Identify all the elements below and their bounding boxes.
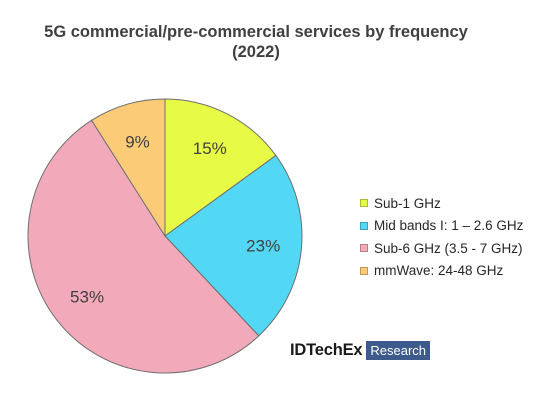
legend-item-mmwave: mmWave: 24-48 GHz [360,260,523,283]
logo-research-tag: Research [366,341,431,360]
pie-slice-sub-1-ghz [164,98,277,237]
legend-swatch-mid-bands [360,221,368,230]
pie-label-sub-1-ghz: 15% [193,139,227,158]
pie-label-mid-bands: 23% [246,236,280,255]
pie-slice-labels: 15% 23% 53% 9% [70,132,280,306]
pie-slice-sub-6-ghz [27,119,260,374]
legend-label-sub-6-ghz: Sub-6 GHz (3.5 - 7 GHz) [374,240,523,256]
legend-item-mid-bands: Mid bands I: 1 – 2.6 GHz [360,215,523,238]
idtechex-logo: IDTechEx Research [290,341,431,360]
legend-label-sub-1-ghz: Sub-1 GHz [374,195,441,211]
legend-swatch-sub-6-ghz [360,244,368,253]
legend-swatch-mmwave [360,266,368,275]
pie-label-mmwave: 9% [125,132,150,151]
legend-item-sub-6-ghz: Sub-6 GHz (3.5 - 7 GHz) [360,237,523,260]
pie-slice-mid-bands [164,154,303,337]
chart-title-line: 5G commercial/pre-commercial services by… [44,23,468,41]
legend-label-mid-bands: Mid bands I: 1 – 2.6 GHz [374,218,524,234]
chart-subtitle: (2022) [232,43,280,61]
legend-swatch-sub-1-ghz [360,199,368,208]
chart-title: 5G commercial/pre-commercial services by… [0,22,512,62]
legend-item-sub-1-ghz: Sub-1 GHz [360,192,523,215]
pie-slice-mmwave [90,98,166,238]
pie-label-sub-6-ghz: 53% [70,287,104,306]
logo-brand: IDTechEx [290,341,363,359]
legend-label-mmwave: mmWave: 24-48 GHz [374,263,504,279]
pie-slices [27,98,303,374]
chart-legend: Sub-1 GHz Mid bands I: 1 – 2.6 GHz Sub-6… [360,192,523,282]
